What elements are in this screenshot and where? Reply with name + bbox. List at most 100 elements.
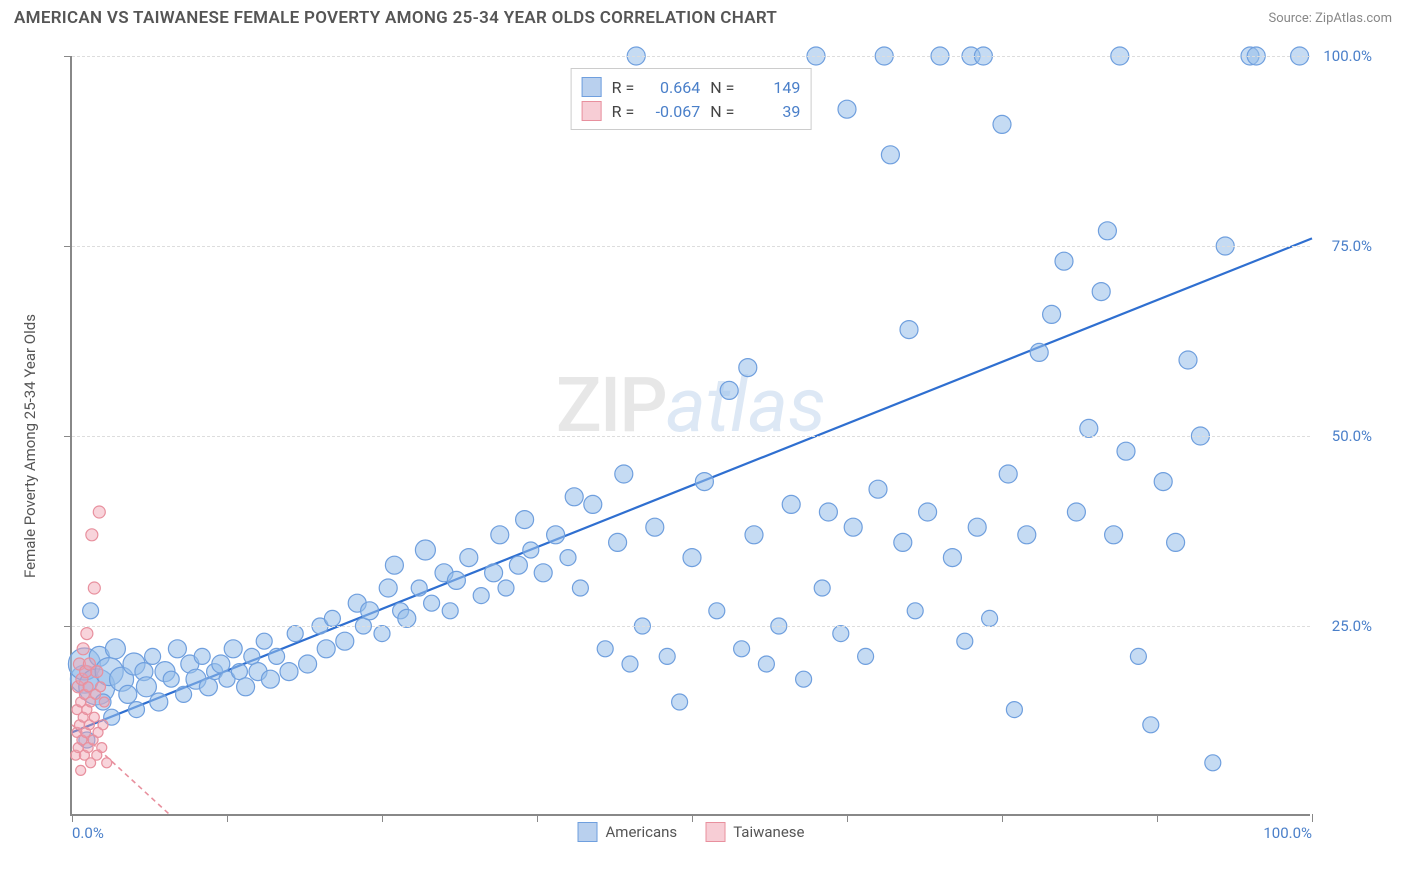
- y-tick-label: 25.0%: [1332, 617, 1372, 635]
- data-point: [1030, 343, 1048, 361]
- data-point: [982, 610, 998, 626]
- legend-label-taiwanese: Taiwanese: [733, 823, 804, 841]
- legend-swatch-taiwanese: [705, 822, 725, 842]
- data-point: [424, 595, 440, 611]
- legend-swatch-americans: [578, 822, 598, 842]
- data-point: [1143, 717, 1159, 733]
- data-point: [224, 640, 242, 658]
- data-point: [379, 579, 397, 597]
- swatch-americans: [582, 77, 602, 97]
- n-label: N =: [710, 102, 734, 121]
- legend-bottom: Americans Taiwanese: [578, 822, 805, 842]
- data-point: [869, 480, 887, 498]
- x-tick: [1157, 814, 1158, 822]
- data-point: [119, 685, 137, 703]
- correlation-stat-box: R = 0.664 N = 149 R = -0.067 N = 39: [571, 68, 812, 130]
- gridline-h: [72, 436, 1310, 437]
- data-point: [93, 506, 105, 518]
- data-point: [411, 580, 427, 596]
- data-point: [1092, 283, 1110, 301]
- data-point: [212, 655, 230, 673]
- x-tick: [847, 814, 848, 822]
- legend-item-taiwanese: Taiwanese: [705, 822, 804, 842]
- data-point: [709, 603, 725, 619]
- data-point: [98, 720, 108, 730]
- data-point: [900, 321, 918, 339]
- data-point: [136, 677, 156, 697]
- data-point: [957, 633, 973, 649]
- data-point: [838, 100, 856, 118]
- n-label: N =: [710, 78, 734, 97]
- data-point: [622, 656, 638, 672]
- data-point: [99, 697, 109, 707]
- stat-row-americans: R = 0.664 N = 149: [582, 75, 801, 99]
- x-tick-label: 0.0%: [72, 824, 104, 842]
- data-point: [91, 666, 103, 678]
- legend-item-americans: Americans: [578, 822, 678, 842]
- x-tick: [227, 814, 228, 822]
- data-point: [176, 686, 192, 702]
- data-point: [1179, 351, 1197, 369]
- data-point: [280, 663, 298, 681]
- data-point: [1067, 503, 1085, 521]
- data-point: [560, 550, 576, 566]
- data-point: [269, 648, 285, 664]
- data-point: [919, 503, 937, 521]
- data-point: [683, 549, 701, 567]
- data-point: [96, 682, 106, 692]
- data-point: [646, 518, 664, 536]
- data-point: [128, 702, 144, 718]
- data-point: [1117, 442, 1135, 460]
- data-point: [150, 693, 168, 711]
- data-point: [796, 671, 812, 687]
- data-point: [894, 533, 912, 551]
- data-point: [231, 664, 247, 680]
- data-point: [720, 381, 738, 399]
- data-point: [498, 580, 514, 596]
- data-point: [361, 602, 379, 620]
- data-point: [102, 758, 112, 768]
- data-point: [1098, 222, 1116, 240]
- x-tick: [537, 814, 538, 822]
- data-point: [523, 542, 539, 558]
- data-point: [1080, 419, 1098, 437]
- x-tick-label: 100.0%: [1263, 824, 1312, 842]
- data-point: [943, 549, 961, 567]
- y-tick: [64, 436, 72, 437]
- data-point: [485, 564, 503, 582]
- x-tick: [382, 814, 383, 822]
- data-point: [336, 632, 354, 650]
- data-point: [324, 610, 340, 626]
- y-tick: [64, 56, 72, 57]
- data-point: [460, 549, 478, 567]
- data-point: [881, 146, 899, 164]
- chart-title: AMERICAN VS TAIWANESE FEMALE POVERTY AMO…: [14, 8, 777, 28]
- data-point: [584, 495, 602, 513]
- data-point: [819, 503, 837, 521]
- data-point: [609, 533, 627, 551]
- data-point: [77, 643, 89, 655]
- data-point: [659, 648, 675, 664]
- data-point: [739, 359, 757, 377]
- source-attribution: Source: ZipAtlas.com: [1268, 11, 1392, 26]
- data-point: [317, 640, 335, 658]
- x-tick: [1312, 814, 1313, 822]
- data-point: [244, 648, 260, 664]
- plot-area: ZIPatlas R = 0.664 N = 149 R = -0.067 N …: [70, 56, 1310, 816]
- data-point: [163, 671, 179, 687]
- swatch-taiwanese: [582, 101, 602, 121]
- data-point: [814, 580, 830, 596]
- data-point: [86, 529, 98, 541]
- data-point: [83, 682, 93, 692]
- data-point: [1205, 755, 1221, 771]
- data-point: [287, 626, 303, 642]
- data-point: [758, 656, 774, 672]
- data-point: [968, 518, 986, 536]
- data-point: [76, 765, 86, 775]
- data-point: [907, 603, 923, 619]
- r-label: R =: [612, 78, 635, 97]
- data-point: [97, 743, 107, 753]
- data-point: [83, 603, 99, 619]
- gridline-h: [72, 56, 1310, 57]
- data-point: [1055, 252, 1073, 270]
